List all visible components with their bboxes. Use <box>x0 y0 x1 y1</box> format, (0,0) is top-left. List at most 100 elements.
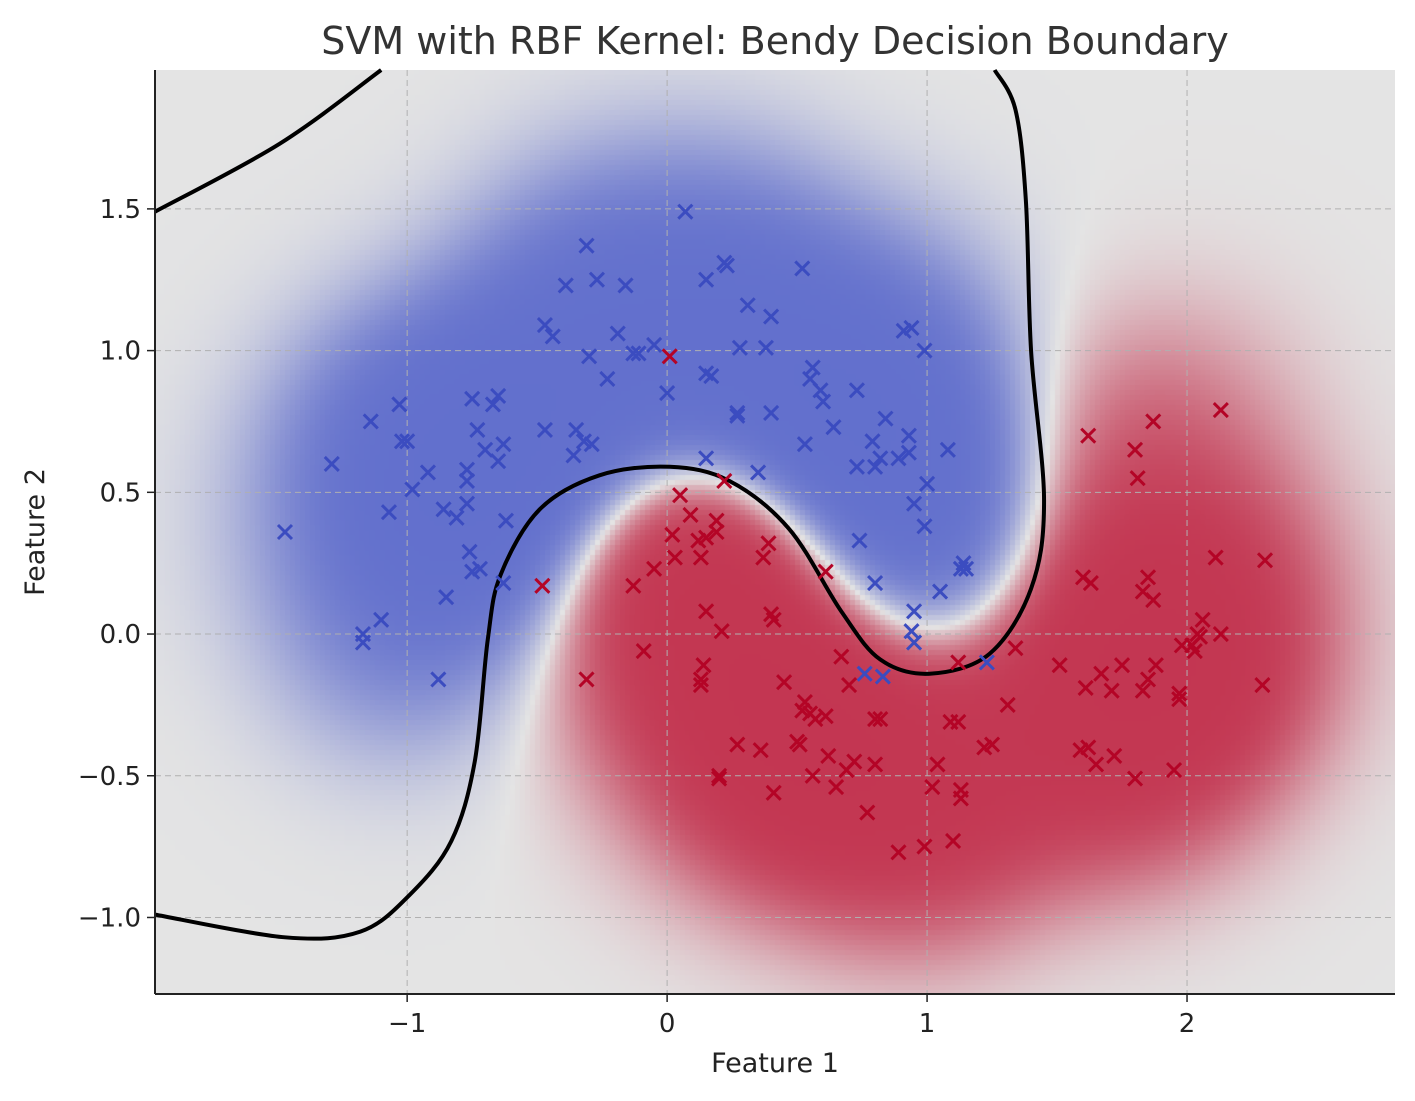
data-point-x-marker <box>1171 691 1188 708</box>
data-point-x-marker <box>867 756 884 773</box>
data-point-x-marker <box>932 583 949 600</box>
data-point-x-marker <box>796 694 813 711</box>
data-point-x-marker <box>950 654 967 671</box>
data-point-x-marker <box>646 336 663 353</box>
data-point-x-marker <box>1080 739 1097 756</box>
y-tick-label: 1.0 <box>100 337 141 367</box>
data-point-x-marker <box>1077 679 1094 696</box>
data-point-x-marker <box>1145 413 1162 430</box>
axes: −1 0 1 2 −1.0 −0.5 0.0 0.5 1.0 1.5 <box>78 70 1395 1039</box>
data-point-x-marker <box>477 441 494 458</box>
data-point-x-marker <box>791 736 808 753</box>
data-point-x-marker <box>1087 756 1105 773</box>
data-point-x-marker <box>890 450 907 467</box>
data-point-x-marker <box>718 257 735 274</box>
data-point-x-marker <box>692 671 709 688</box>
data-point-x-marker <box>1103 682 1120 699</box>
data-point-x-marker <box>625 345 642 362</box>
data-point-x-marker <box>1194 611 1211 628</box>
data-point-x-marker <box>828 779 845 796</box>
data-point-x-marker <box>952 560 969 577</box>
data-point-x-marker <box>765 784 782 801</box>
data-point-x-marker <box>461 543 478 560</box>
data-point-x-marker <box>939 441 956 458</box>
data-point-x-marker <box>536 421 553 439</box>
data-point-x-marker <box>906 634 923 651</box>
data-point-x-marker <box>617 277 634 294</box>
data-point-x-marker <box>848 382 865 399</box>
data-point-x-marker <box>581 348 598 365</box>
data-point-x-marker <box>708 523 725 541</box>
data-point-x-marker <box>1145 591 1162 609</box>
data-point-x-marker <box>729 404 746 422</box>
data-point-x-marker <box>859 804 876 821</box>
data-point-x-marker <box>952 790 969 807</box>
data-point-x-marker <box>765 611 782 628</box>
data-point-x-marker <box>1129 470 1146 487</box>
data-point-x-marker <box>435 501 452 518</box>
data-point-x-marker <box>950 713 967 730</box>
data-point-x-marker <box>695 657 712 674</box>
data-point-x-marker <box>900 427 917 444</box>
data-point-x-marker <box>354 634 372 651</box>
data-point-x-marker <box>1074 569 1092 586</box>
data-point-x-marker <box>1082 574 1099 592</box>
data-point-x-marker <box>534 577 551 594</box>
data-point-x-marker <box>903 319 920 336</box>
data-point-x-marker <box>1165 762 1183 779</box>
y-tick-label: 0.0 <box>100 620 141 650</box>
data-point-x-marker <box>471 560 489 577</box>
data-point-x-marker <box>999 696 1016 713</box>
data-point-x-marker <box>1126 770 1144 787</box>
data-point-x-marker <box>729 736 746 753</box>
data-point-x-marker <box>906 603 923 620</box>
data-point-x-marker <box>739 297 756 314</box>
data-point-x-marker <box>659 385 676 402</box>
data-point-x-marker <box>1126 441 1144 458</box>
y-tick-label: −0.5 <box>78 762 141 792</box>
data-point-x-marker <box>729 407 746 424</box>
data-point-x-marker <box>877 410 894 427</box>
decision-function-contour <box>155 70 1395 994</box>
data-point-x-marker <box>978 654 995 671</box>
data-point-x-marker <box>919 475 936 492</box>
data-point-x-marker <box>864 433 881 450</box>
data-point-x-marker <box>484 396 502 413</box>
data-point-x-marker <box>495 436 512 453</box>
data-point-x-marker <box>458 495 476 512</box>
data-point-x-marker <box>1080 427 1097 444</box>
data-point-x-marker <box>672 487 689 504</box>
data-point-x-marker <box>958 560 975 577</box>
data-point-x-marker <box>698 450 715 467</box>
data-point-x-marker <box>698 603 715 620</box>
x-tick-label: 2 <box>1179 1009 1196 1039</box>
x-tick-label: −1 <box>388 1009 426 1039</box>
data-point-x-marker <box>568 421 585 439</box>
data-point-x-marker <box>1254 676 1271 694</box>
data-point-x-marker <box>404 481 421 498</box>
data-point-x-marker <box>804 767 821 784</box>
data-point-x-marker <box>924 779 941 796</box>
data-point-x-marker <box>846 753 863 770</box>
y-tick-label: 1.5 <box>100 195 141 225</box>
data-point-x-marker <box>682 506 699 524</box>
data-point-x-marker <box>867 574 884 592</box>
data-point-x-marker <box>588 271 605 288</box>
data-point-x-marker <box>1139 671 1157 688</box>
decision-boundary-line <box>154 68 383 214</box>
data-point-x-marker <box>763 404 780 422</box>
data-point-x-marker <box>323 455 340 473</box>
data-point-x-marker <box>692 549 709 566</box>
data-point-x-marker <box>750 464 767 481</box>
data-point-x-marker <box>661 348 678 365</box>
data-point-x-marker <box>945 832 962 850</box>
data-point-x-marker <box>469 421 486 439</box>
data-point-x-marker <box>716 472 733 490</box>
y-tick-label: 0.5 <box>100 478 141 508</box>
data-point-x-marker <box>817 708 834 725</box>
data-point-x-marker <box>1139 569 1157 586</box>
data-point-x-marker <box>1106 747 1123 764</box>
data-point-x-marker <box>495 574 512 592</box>
data-point-x-marker <box>1093 665 1110 682</box>
